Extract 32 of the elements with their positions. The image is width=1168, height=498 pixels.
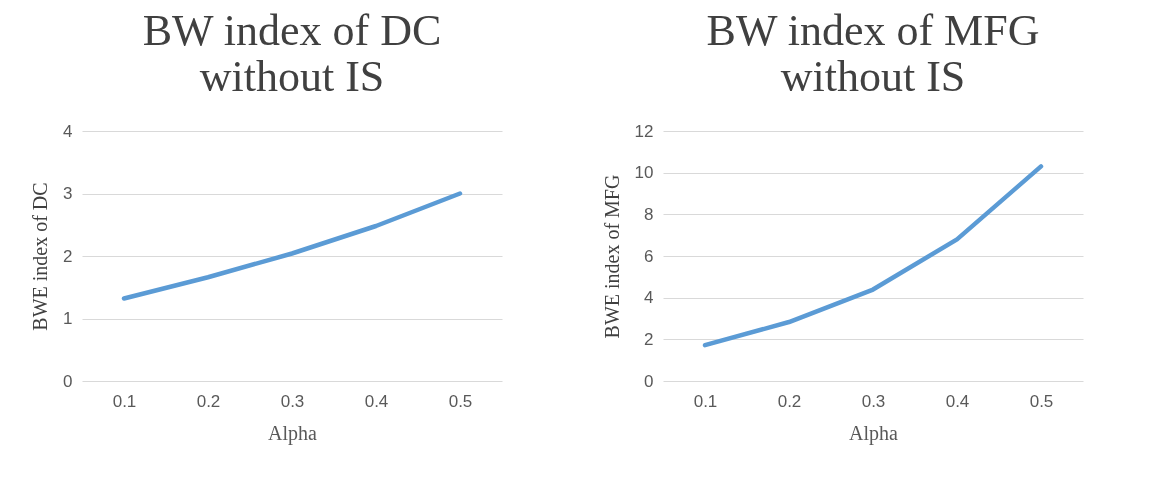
- x-tick-label: 0.2: [196, 391, 221, 411]
- y-tick-label: 6: [644, 246, 654, 266]
- x-axis-title: Alpha: [849, 421, 899, 445]
- x-tick-label: 0.2: [777, 391, 802, 411]
- line-series: [702, 164, 1044, 348]
- y-tick-label: 2: [63, 246, 73, 266]
- x-tick-label: 0.3: [280, 391, 305, 411]
- x-tick-label: 0.4: [364, 391, 389, 411]
- y-tick-label: 2: [644, 329, 654, 349]
- line-series: [121, 191, 463, 301]
- x-tick-label: 0.1: [693, 391, 718, 411]
- y-axis-title: BWE index of MFG: [600, 174, 623, 339]
- x-tick-label: 0.5: [448, 391, 473, 411]
- text: BW index of DC: [142, 6, 442, 55]
- x-tick-label: 0.4: [945, 391, 970, 411]
- y-tick-label: 1: [63, 309, 73, 328]
- y-tick-label: 4: [644, 288, 654, 308]
- y-axis-title: BWE index of DC: [29, 182, 52, 331]
- x-tick-label: 0.5: [1029, 391, 1054, 411]
- y-tick-label: 0: [644, 371, 654, 391]
- x-axis-title: Alpha: [268, 421, 318, 445]
- text: without IS: [780, 52, 966, 101]
- y-tick-label: 12: [634, 121, 654, 141]
- text: without IS: [199, 52, 385, 101]
- y-tick-label: 0: [63, 371, 73, 391]
- y-tick-label: 10: [634, 163, 654, 183]
- x-tick-label: 0.3: [861, 391, 886, 411]
- y-tick-label: 8: [644, 204, 654, 224]
- text: BW index of MFG: [706, 6, 1040, 55]
- x-tick-label: 0.1: [112, 391, 137, 411]
- y-tick-label: 4: [63, 121, 73, 141]
- y-tick-label: 3: [63, 184, 73, 203]
